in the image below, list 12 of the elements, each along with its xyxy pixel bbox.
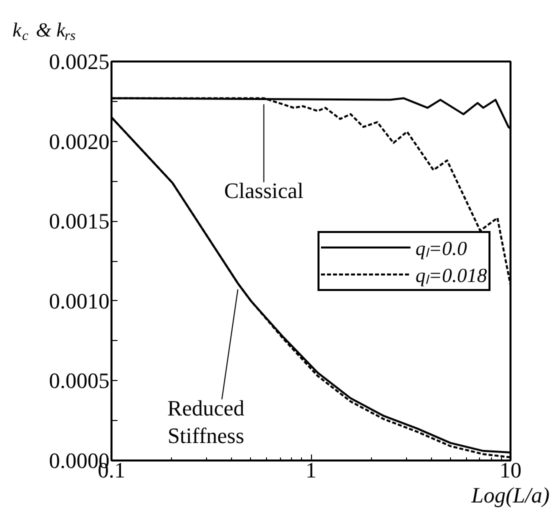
y-tick-label: 0.0015: [49, 208, 110, 234]
y-tick-label: 0.0025: [49, 49, 110, 74]
y-tick-label: 0.0020: [49, 128, 110, 154]
x-tick-label: 10: [500, 458, 522, 482]
legend-label: qₗ=0.018: [416, 264, 487, 288]
annotation: Classical: [224, 178, 304, 204]
annotation: Reduced Stiffness: [167, 395, 244, 448]
y-tick-label: 0.0005: [49, 368, 110, 394]
x-axis-title: Log(L/a): [470, 482, 550, 508]
legend-label: qₗ=0.0: [416, 236, 467, 260]
x-tick-label: 1: [306, 458, 316, 482]
y-tick-label: 0.0010: [49, 288, 110, 314]
